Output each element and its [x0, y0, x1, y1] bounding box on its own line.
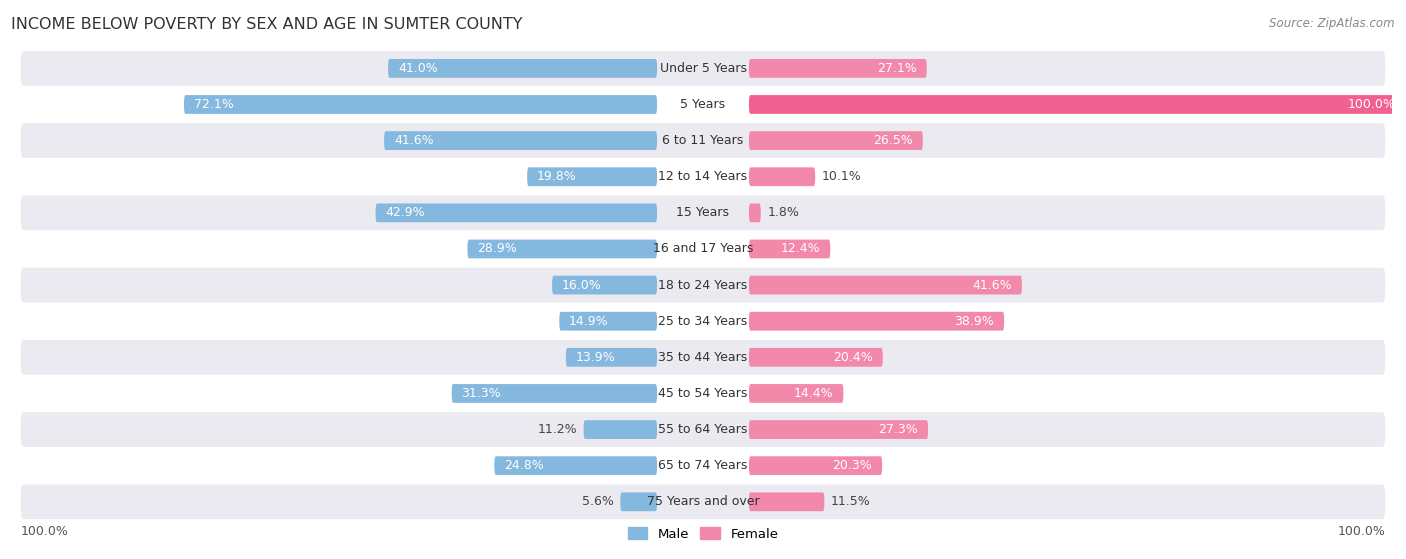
FancyBboxPatch shape: [21, 51, 1385, 86]
Text: 11.2%: 11.2%: [537, 423, 576, 436]
FancyBboxPatch shape: [749, 312, 1004, 330]
FancyBboxPatch shape: [21, 87, 1385, 122]
Text: 100.0%: 100.0%: [21, 525, 69, 538]
FancyBboxPatch shape: [388, 59, 657, 78]
FancyBboxPatch shape: [184, 95, 657, 114]
FancyBboxPatch shape: [21, 412, 1385, 447]
FancyBboxPatch shape: [21, 196, 1385, 230]
Text: 27.3%: 27.3%: [879, 423, 918, 436]
Text: 28.9%: 28.9%: [477, 243, 517, 255]
Text: 15 Years: 15 Years: [676, 206, 730, 219]
FancyBboxPatch shape: [21, 304, 1385, 339]
FancyBboxPatch shape: [21, 268, 1385, 302]
FancyBboxPatch shape: [384, 131, 657, 150]
FancyBboxPatch shape: [583, 420, 657, 439]
Text: 11.5%: 11.5%: [831, 495, 870, 508]
FancyBboxPatch shape: [749, 131, 922, 150]
Text: 100.0%: 100.0%: [1337, 525, 1385, 538]
FancyBboxPatch shape: [21, 124, 1385, 158]
FancyBboxPatch shape: [375, 203, 657, 222]
FancyBboxPatch shape: [21, 159, 1385, 194]
FancyBboxPatch shape: [749, 348, 883, 367]
Text: 20.3%: 20.3%: [832, 459, 872, 472]
Text: 72.1%: 72.1%: [194, 98, 233, 111]
Text: 45 to 54 Years: 45 to 54 Years: [658, 387, 748, 400]
Text: 27.1%: 27.1%: [877, 62, 917, 75]
FancyBboxPatch shape: [21, 231, 1385, 266]
Text: 41.0%: 41.0%: [398, 62, 437, 75]
FancyBboxPatch shape: [749, 203, 761, 222]
FancyBboxPatch shape: [749, 384, 844, 403]
Text: 75 Years and over: 75 Years and over: [647, 495, 759, 508]
Text: 41.6%: 41.6%: [394, 134, 433, 147]
FancyBboxPatch shape: [21, 448, 1385, 483]
Text: 24.8%: 24.8%: [505, 459, 544, 472]
FancyBboxPatch shape: [527, 167, 657, 186]
Text: 25 to 34 Years: 25 to 34 Years: [658, 315, 748, 328]
Text: 16 and 17 Years: 16 and 17 Years: [652, 243, 754, 255]
Text: 20.4%: 20.4%: [834, 351, 873, 364]
Text: 38.9%: 38.9%: [955, 315, 994, 328]
Text: 16.0%: 16.0%: [562, 278, 602, 292]
FancyBboxPatch shape: [749, 167, 815, 186]
FancyBboxPatch shape: [451, 384, 657, 403]
Text: 13.9%: 13.9%: [575, 351, 616, 364]
FancyBboxPatch shape: [749, 59, 927, 78]
Text: 14.4%: 14.4%: [794, 387, 834, 400]
Text: 35 to 44 Years: 35 to 44 Years: [658, 351, 748, 364]
FancyBboxPatch shape: [21, 485, 1385, 519]
Text: 26.5%: 26.5%: [873, 134, 912, 147]
Text: 19.8%: 19.8%: [537, 170, 576, 183]
FancyBboxPatch shape: [749, 276, 1022, 295]
Text: Source: ZipAtlas.com: Source: ZipAtlas.com: [1270, 17, 1395, 30]
Text: 10.1%: 10.1%: [821, 170, 862, 183]
Text: 12.4%: 12.4%: [780, 243, 821, 255]
FancyBboxPatch shape: [749, 95, 1405, 114]
FancyBboxPatch shape: [21, 376, 1385, 411]
Text: Under 5 Years: Under 5 Years: [659, 62, 747, 75]
Text: 31.3%: 31.3%: [461, 387, 501, 400]
Text: 5 Years: 5 Years: [681, 98, 725, 111]
Text: 65 to 74 Years: 65 to 74 Years: [658, 459, 748, 472]
FancyBboxPatch shape: [21, 340, 1385, 375]
Text: 6 to 11 Years: 6 to 11 Years: [662, 134, 744, 147]
Text: 42.9%: 42.9%: [385, 206, 425, 219]
FancyBboxPatch shape: [749, 240, 831, 258]
FancyBboxPatch shape: [565, 348, 657, 367]
Text: 18 to 24 Years: 18 to 24 Years: [658, 278, 748, 292]
FancyBboxPatch shape: [749, 420, 928, 439]
FancyBboxPatch shape: [467, 240, 657, 258]
Legend: Male, Female: Male, Female: [623, 522, 783, 546]
Text: 41.6%: 41.6%: [973, 278, 1012, 292]
FancyBboxPatch shape: [620, 492, 657, 511]
Text: 55 to 64 Years: 55 to 64 Years: [658, 423, 748, 436]
FancyBboxPatch shape: [553, 276, 657, 295]
FancyBboxPatch shape: [495, 456, 657, 475]
FancyBboxPatch shape: [749, 492, 824, 511]
Text: 1.8%: 1.8%: [768, 206, 799, 219]
FancyBboxPatch shape: [560, 312, 657, 330]
Text: 5.6%: 5.6%: [582, 495, 614, 508]
Text: 100.0%: 100.0%: [1347, 98, 1395, 111]
FancyBboxPatch shape: [749, 456, 882, 475]
Text: 12 to 14 Years: 12 to 14 Years: [658, 170, 748, 183]
Text: 14.9%: 14.9%: [569, 315, 609, 328]
Text: INCOME BELOW POVERTY BY SEX AND AGE IN SUMTER COUNTY: INCOME BELOW POVERTY BY SEX AND AGE IN S…: [11, 17, 523, 32]
